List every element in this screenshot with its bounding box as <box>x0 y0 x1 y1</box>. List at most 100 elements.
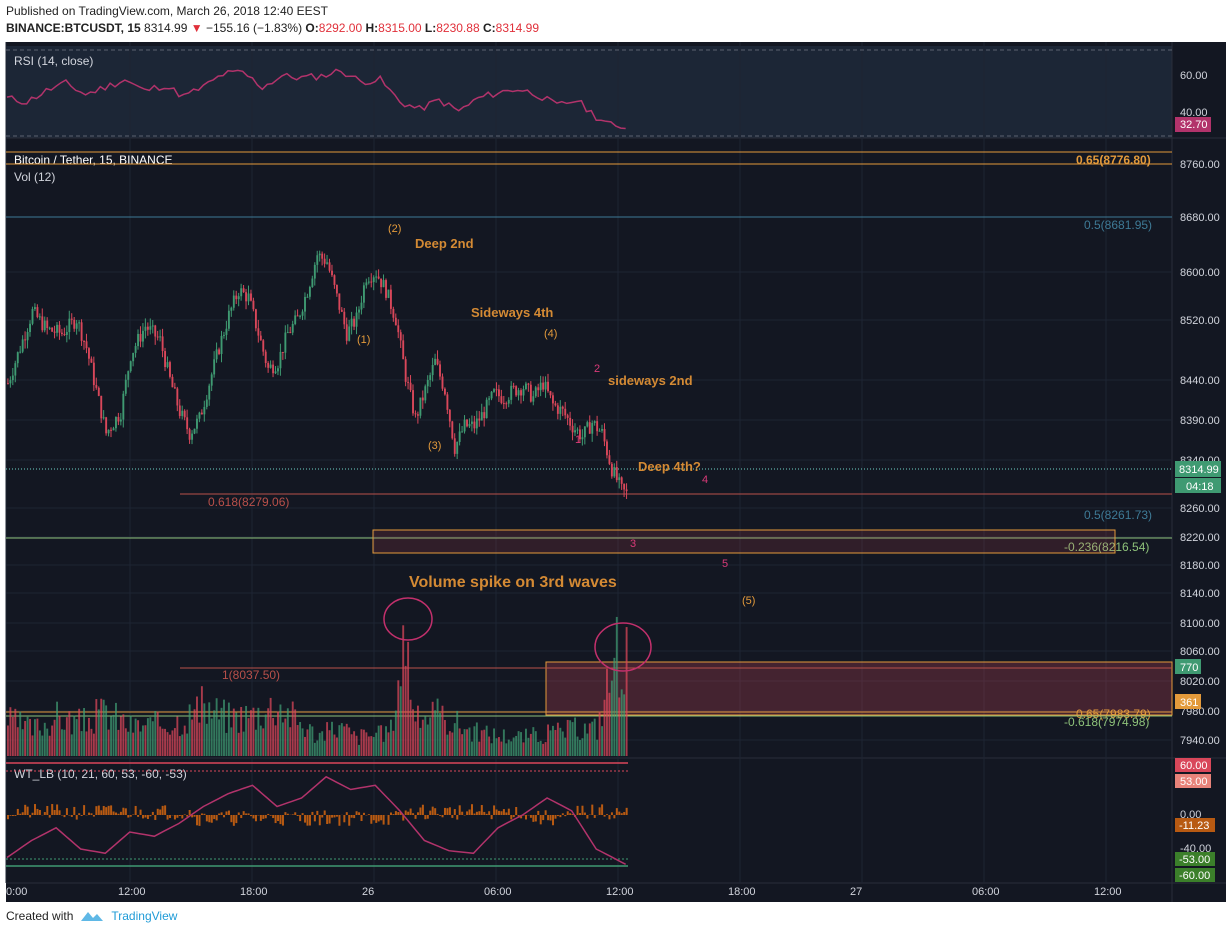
wt-histogram-bar <box>29 815 32 818</box>
volume-bar <box>397 680 400 756</box>
candle-body <box>53 331 56 333</box>
chart-canvas[interactable]: RSI (14, close) 60.00 40.00 32.70 Bitcoi… <box>0 40 1230 907</box>
candle-body <box>419 397 422 416</box>
time-tick: 06:00 <box>484 886 512 898</box>
candle-body <box>213 359 216 375</box>
candle-body <box>259 335 262 341</box>
candle-body <box>267 362 270 368</box>
candle-body <box>269 364 272 368</box>
wt-histogram-bar <box>591 804 594 815</box>
wt-histogram-bar <box>97 805 100 815</box>
candle-body <box>358 309 360 313</box>
volume-bar <box>571 722 574 756</box>
candle-body <box>448 409 451 422</box>
candle-body <box>360 302 363 310</box>
candle-body <box>181 410 184 416</box>
rsi-line <box>6 68 626 130</box>
wt-histogram-bar <box>495 809 498 815</box>
wt-histogram-bar <box>426 815 429 819</box>
candle-body <box>490 391 493 399</box>
candle-body <box>392 308 395 318</box>
volume-spike-circle-2 <box>594 622 652 672</box>
candle-body <box>345 324 348 341</box>
volume-bar <box>534 731 537 756</box>
candle-body <box>377 276 380 279</box>
volume-bar <box>596 739 599 756</box>
candle-body <box>515 386 518 396</box>
candle-body <box>348 326 351 341</box>
footer: Created with TradingView <box>6 909 177 923</box>
candle-body <box>493 389 495 392</box>
candle-body <box>520 390 522 396</box>
rsi-current-badge <box>1175 117 1211 132</box>
candle-body <box>289 332 292 334</box>
candle-body <box>446 394 449 410</box>
fib-label-05-lower: 0.5(8261.73) <box>1084 508 1152 522</box>
volume-bar <box>318 732 321 756</box>
volume-bar <box>434 710 437 756</box>
candle-body <box>286 332 289 334</box>
volume-bar <box>105 705 108 756</box>
volume-bar <box>358 744 360 756</box>
wt-histogram-bar <box>556 815 559 817</box>
candle-body <box>517 390 520 396</box>
candle-body <box>171 376 174 388</box>
subwave-label-5: 5 <box>722 558 728 570</box>
wt-badge-m53 <box>1175 852 1215 866</box>
volume-bar <box>205 723 208 756</box>
volume-bar <box>159 726 162 756</box>
candle-body <box>566 415 569 418</box>
candle-body <box>129 361 132 372</box>
candle-body <box>554 403 557 406</box>
wt-histogram-bar <box>110 805 113 815</box>
wt-histogram-bar <box>493 805 496 815</box>
volume-zone-box <box>545 661 1173 716</box>
candle-body <box>603 429 606 442</box>
wt-histogram-bar <box>601 804 604 815</box>
wt-histogram-bar <box>593 815 596 818</box>
volume-bar <box>566 719 569 756</box>
wt-histogram-bar <box>19 813 22 815</box>
wt-histogram-bar <box>65 808 68 815</box>
volume-bar <box>294 709 297 756</box>
candle-body <box>193 428 196 434</box>
time-tick: 12:00 <box>606 886 634 898</box>
volume-bar <box>102 699 105 756</box>
candle-body <box>95 385 98 388</box>
price-tick: 7940.00 <box>1180 735 1220 747</box>
candle-body <box>169 362 171 377</box>
volume-bar <box>149 717 152 756</box>
wt-histogram-bar <box>515 806 518 815</box>
candle-body <box>51 327 54 332</box>
volume-bar <box>389 719 392 756</box>
volume-bar <box>183 725 186 756</box>
volume-bar <box>544 742 547 756</box>
candle-body <box>463 419 466 432</box>
wt-histogram-bar <box>73 806 76 815</box>
volume-bar <box>488 736 491 756</box>
volume-bar <box>515 735 518 756</box>
volume-bar <box>176 716 179 756</box>
wt-histogram-bar <box>380 815 383 821</box>
wt-histogram-bar <box>421 804 424 815</box>
candle-body <box>139 333 142 342</box>
wt-histogram-bar <box>338 815 341 826</box>
volume-bar <box>527 737 530 756</box>
wt-histogram-bar <box>576 805 579 815</box>
wt-histogram-bar <box>446 808 449 815</box>
candle-body <box>196 418 198 429</box>
wt-histogram-bar <box>274 815 277 824</box>
volume-bar <box>21 729 24 756</box>
wt-histogram-bar <box>321 815 324 818</box>
wt-histogram-bar <box>7 815 9 820</box>
candle-body <box>355 312 358 327</box>
wt-histogram-bar <box>264 815 267 819</box>
wt-histogram-bar <box>186 815 189 817</box>
tradingview-link[interactable]: TradingView <box>111 909 178 923</box>
candle-body <box>63 333 66 335</box>
candle-body <box>397 325 400 333</box>
candle-body <box>542 382 545 390</box>
high-value: 8315.00 <box>378 21 422 35</box>
candle-body <box>284 332 287 353</box>
candle-body <box>414 413 417 415</box>
